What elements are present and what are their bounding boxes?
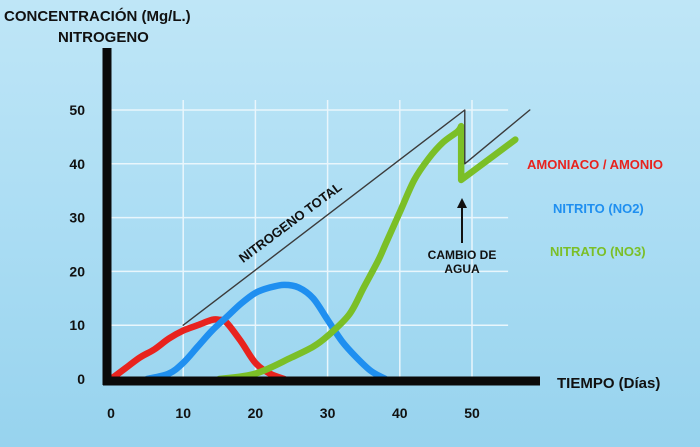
y-tick-label-50: 50	[69, 102, 85, 118]
annotation-cambio-line1: CAMBIO DE	[428, 248, 497, 262]
series-line-nitrogeno-total	[182, 109, 531, 326]
series-line-nitrato	[216, 122, 519, 383]
series-line-nitrito	[143, 281, 389, 383]
x-tick-label-10: 10	[175, 405, 191, 421]
axes	[102, 48, 540, 386]
legend: AMONIACO / AMONIO NITRITO (NO2) NITRATO …	[527, 157, 663, 259]
y-tick-label-40: 40	[69, 156, 85, 172]
x-axis-title: TIEMPO (Días)	[557, 375, 660, 392]
x-tick-label-40: 40	[392, 405, 408, 421]
x-tick-label-0: 0	[107, 405, 115, 421]
legend-item-nitrito: NITRITO (NO2)	[553, 201, 644, 216]
y-axis-title-line2: NITROGENO	[58, 29, 149, 46]
y-tick-label-0: 0	[77, 371, 85, 387]
annotation-cambio-de-agua: CAMBIO DE AGUA	[428, 198, 497, 276]
gridlines	[111, 100, 509, 379]
x-tick-label-50: 50	[464, 405, 480, 421]
arrow-up-icon	[457, 198, 467, 208]
series-line-amoniaco	[107, 316, 288, 383]
annotation-cambio-line2: AGUA	[444, 262, 480, 276]
y-tick-label-20: 20	[69, 263, 85, 279]
legend-item-nitrato: NITRATO (NO3)	[550, 244, 646, 259]
y-axis-title-line1: CONCENTRACIÓN (Mg/L.)	[4, 7, 191, 25]
legend-item-amoniaco: AMONIACO / AMONIO	[527, 157, 663, 172]
y-tick-label-30: 30	[69, 210, 85, 226]
series-group	[107, 109, 531, 383]
annotation-nitrogeno-total: NITROGENO TOTAL	[236, 179, 345, 266]
x-tick-label-30: 30	[320, 405, 336, 421]
y-tick-label-10: 10	[69, 317, 85, 333]
tick-labels: 0 10 20 30 40 50 0 10 20 30 40 50	[69, 102, 480, 421]
x-tick-label-20: 20	[248, 405, 264, 421]
